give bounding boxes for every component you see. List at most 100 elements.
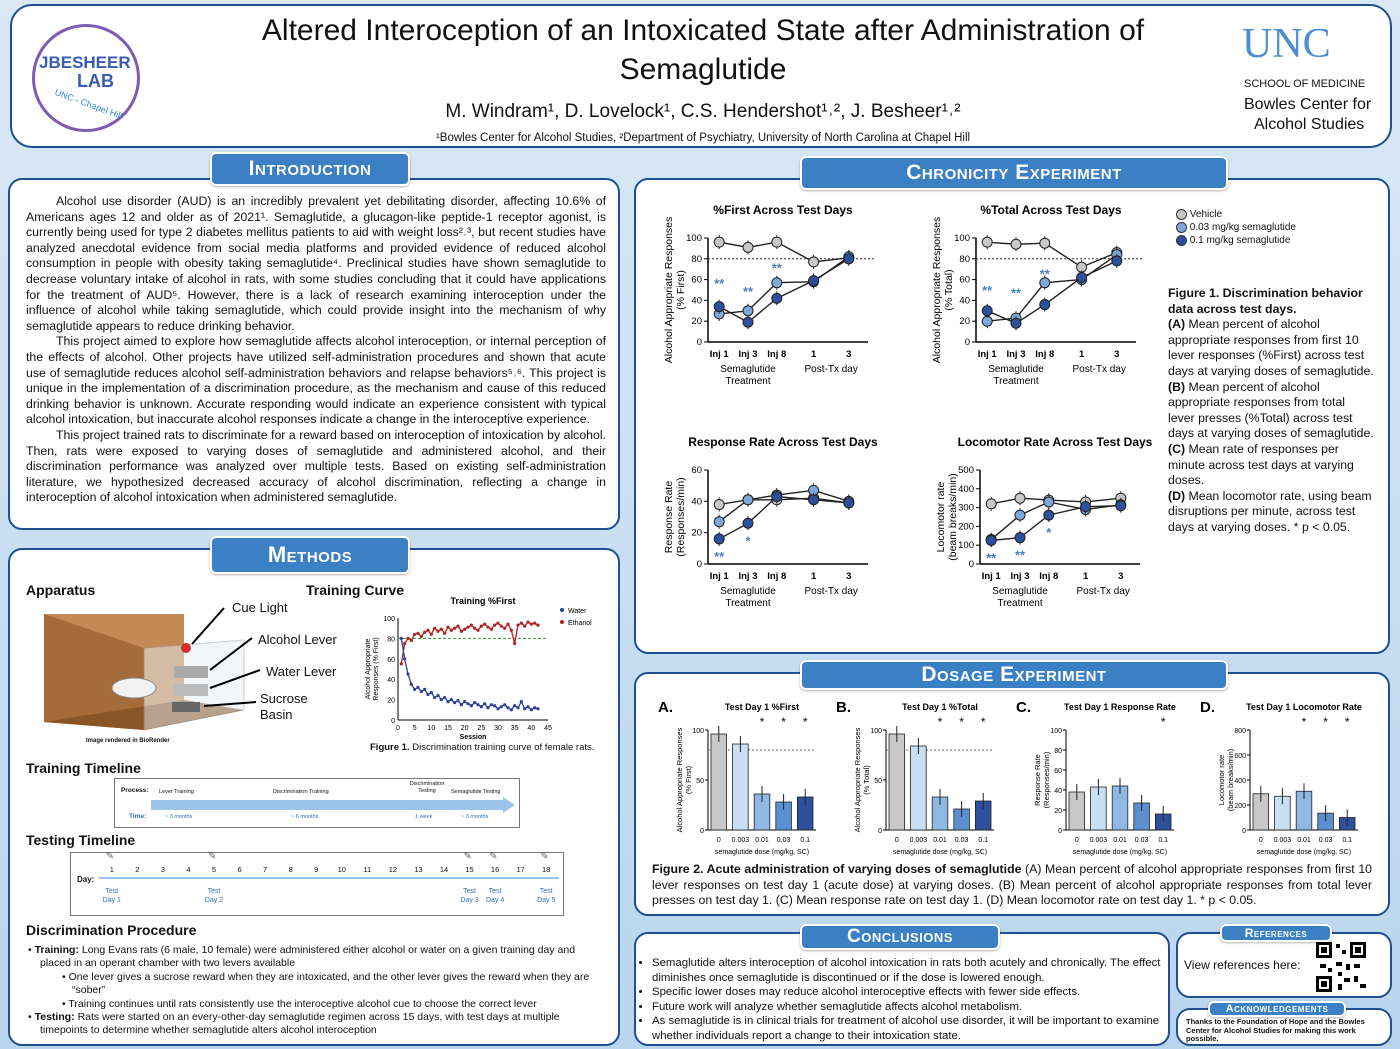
logo-text-1: JBESHEER <box>39 53 131 72</box>
training-data-point <box>483 702 487 706</box>
y-tick-label: 80 <box>959 254 970 265</box>
x-tick-label: Inj 8 <box>1035 349 1054 360</box>
test-day-label: Test Day 4 <box>485 888 505 904</box>
x-group-label: Post-Tx day <box>1073 364 1126 375</box>
x-group-label: Semaglutide <box>720 364 776 375</box>
data-point <box>1115 500 1127 512</box>
y-axis-label: Alcohol Appropriate <box>365 639 372 700</box>
training-series-line <box>400 621 539 665</box>
tt-phase-2: Discrimination Training <box>273 789 329 795</box>
conclusions-list: Semaglutide alters interoception of alco… <box>652 956 1164 1044</box>
y-axis-label: Locomotor rate <box>935 482 947 553</box>
conclusion-item: Semaglutide alters interoception of alco… <box>652 956 1164 985</box>
sucrose-label-2: Basin <box>260 707 293 722</box>
day-number: 12 <box>388 865 398 874</box>
y-tick-label: 100 <box>383 616 395 623</box>
y-axis-label: Locomotor rate <box>1217 755 1226 805</box>
bar-chart-C.: C. Test Day 1 Response Rate 0 20 40 60 80 100 Re… <box>1016 699 1176 856</box>
conclusion-item: Specific lower doses may reduce alcohol … <box>652 985 1164 1000</box>
y-tick-label: 0 <box>878 828 882 835</box>
training-data-point <box>523 707 527 711</box>
syringe-icon: ✎ <box>540 851 549 862</box>
training-data-point <box>486 706 490 710</box>
y-axis-label: Alcohol Appropriate Responses <box>663 217 675 364</box>
y-tick-label: 0 <box>700 828 704 835</box>
training-data-point <box>403 657 407 661</box>
dosage-panel: A. Test Day 1 %First 0 50 100 Alcohol Appropr… <box>634 672 1390 916</box>
training-series-line <box>400 638 539 711</box>
day-number: 11 <box>363 865 372 874</box>
y-axis-label: (% First) <box>675 270 687 310</box>
x-tick-label: Inj 3 <box>1006 349 1025 360</box>
data-point <box>1010 317 1022 329</box>
significance-mark: * <box>981 715 986 729</box>
training-data-point <box>406 672 410 676</box>
data-point <box>1039 237 1051 249</box>
x-group-label: Semaglutide <box>988 364 1044 375</box>
y-tick-label: 60 <box>691 275 702 286</box>
y-tick-label: 80 <box>691 254 702 265</box>
significance-mark: ** <box>714 276 725 291</box>
significance-mark: ** <box>743 284 754 299</box>
data-point <box>713 533 725 545</box>
legend-low-label: 0.03 mg/kg semaglutide <box>1189 222 1296 233</box>
qr-code-icon[interactable] <box>1314 940 1368 994</box>
training-data-point <box>469 704 473 708</box>
x-tick-label: 0 <box>1075 837 1079 844</box>
training-data-point <box>433 695 437 700</box>
training-data-point <box>456 699 460 703</box>
training-data-point <box>409 638 413 643</box>
y-tick-label: 600 <box>1234 753 1246 760</box>
procedure-bullet: • Training: Long Evans rats (6 male, 10 … <box>28 944 576 970</box>
day-number: 10 <box>337 865 346 874</box>
x-group-label: Treatment <box>993 376 1038 387</box>
training-data-point <box>519 621 523 625</box>
y-tick-label: 300 <box>958 503 974 514</box>
y-axis-label: (beam breaks/min) <box>1226 748 1235 811</box>
y-tick-label: 100 <box>870 728 882 735</box>
y-tick-label: 40 <box>1054 788 1062 795</box>
training-data-point <box>403 641 407 646</box>
training-timeline-heading: Training Timeline <box>26 760 141 776</box>
training-data-point <box>489 703 493 707</box>
series-line <box>719 256 850 315</box>
chronicity-caption-item: (B) Mean percent of alcohol appropriate … <box>1168 379 1374 441</box>
data-point <box>713 498 725 510</box>
y-axis-label: (% Total) <box>862 765 871 795</box>
data-point <box>981 305 993 317</box>
day-number: 9 <box>314 865 319 874</box>
y-tick-label: 100 <box>958 540 974 551</box>
data-point <box>1043 509 1055 521</box>
y-tick-label: 60 <box>1054 768 1062 775</box>
training-data-point <box>416 685 420 689</box>
right-logo: UNC SCHOOL OF MEDICINE Bowles Center for… <box>1234 16 1384 141</box>
x-group-label: Post-Tx day <box>805 586 858 597</box>
data-point <box>771 292 783 304</box>
training-data-point <box>456 624 460 628</box>
bar-chart-A.: A. Test Day 1 %First 0 50 100 Alcohol Appropr… <box>658 699 816 856</box>
y-tick-label: 400 <box>1234 778 1246 785</box>
chart-title: Test Day 1 Response Rate <box>1064 702 1176 712</box>
intro-paragraph: Alcohol use disorder (AUD) is an incredi… <box>26 194 606 333</box>
training-data-point <box>439 698 443 702</box>
training-data-point <box>453 626 457 630</box>
data-point <box>1010 238 1022 250</box>
x-tick-label: 1 <box>1083 571 1089 582</box>
x-axis-label: Session <box>460 734 487 741</box>
training-data-point <box>499 624 503 628</box>
x-tick-label: 0.1 <box>978 837 988 844</box>
data-point <box>1111 255 1123 267</box>
training-caption-text: Discrimination training curve of female … <box>412 742 595 753</box>
bowles-line2: Alcohol Studies <box>1254 116 1365 133</box>
dosage-charts: A. Test Day 1 %First 0 50 100 Alcohol Appropr… <box>658 699 1362 856</box>
day-number: 4 <box>186 865 191 874</box>
legend-low: 0.03 mg/kg semaglutide <box>1176 221 1296 234</box>
training-data-point <box>443 695 447 700</box>
training-data-point <box>429 632 433 636</box>
day-number: 14 <box>439 865 449 874</box>
dosage-caption-text: (A) Mean percent of alcohol appropriate … <box>652 862 1372 908</box>
training-data-point <box>399 636 403 640</box>
day-number: 15 <box>465 865 474 874</box>
significance-mark: * <box>760 715 765 729</box>
series-line <box>718 258 850 324</box>
